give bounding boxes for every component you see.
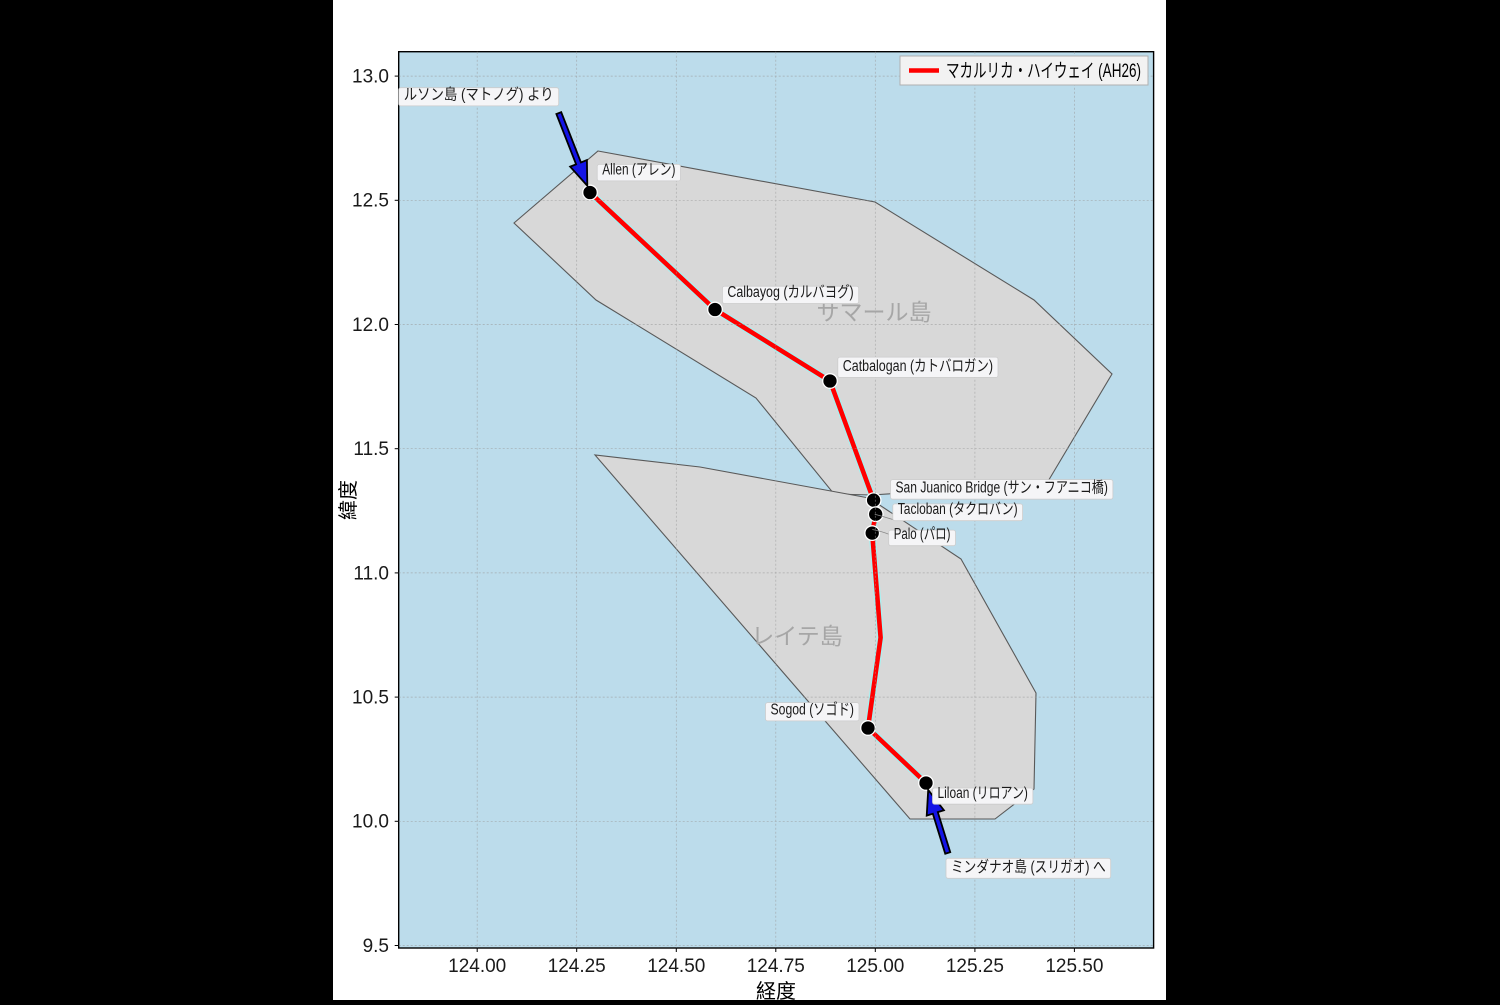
svg-text:経度: 経度: [756, 980, 796, 1000]
svg-text:11.0: 11.0: [353, 563, 389, 584]
svg-text:マカルリカ・ハイウェイ (AH26): マカルリカ・ハイウェイ (AH26): [946, 61, 1141, 82]
svg-text:125.50: 125.50: [1045, 956, 1103, 977]
svg-text:9.5: 9.5: [363, 936, 389, 957]
svg-text:13.0: 13.0: [352, 67, 389, 88]
svg-text:11.5: 11.5: [353, 439, 389, 460]
svg-text:Sogod (ソゴド): Sogod (ソゴド): [771, 699, 855, 718]
svg-text:Palo (パロ): Palo (パロ): [894, 526, 951, 543]
svg-text:124.50: 124.50: [647, 956, 705, 977]
svg-text:Tacloban (タクロバン): Tacloban (タクロバン): [898, 500, 1018, 518]
svg-text:10.0: 10.0: [352, 812, 389, 833]
svg-text:12.5: 12.5: [352, 191, 389, 212]
svg-text:124.00: 124.00: [448, 956, 506, 977]
svg-text:レイテ島: レイテ島: [751, 623, 843, 649]
svg-text:ルソン島 (マトノグ) より: ルソン島 (マトノグ) より: [404, 85, 554, 103]
svg-text:125.25: 125.25: [946, 956, 1004, 977]
svg-text:Calbayog (カルバヨグ): Calbayog (カルバヨグ): [727, 283, 853, 301]
svg-text:Catbalogan (カトバロガン): Catbalogan (カトバロガン): [843, 357, 993, 375]
svg-text:Liloan (リロアン): Liloan (リロアン): [938, 785, 1028, 802]
svg-text:124.25: 124.25: [548, 956, 606, 977]
svg-text:12.0: 12.0: [352, 315, 389, 336]
svg-text:ミンダナオ島 (スリガオ) へ: ミンダナオ島 (スリガオ) へ: [951, 858, 1106, 876]
svg-text:San Juanico Bridge (サン・フアニコ橋): San Juanico Bridge (サン・フアニコ橋): [896, 479, 1108, 497]
svg-text:緯度: 緯度: [337, 480, 360, 520]
svg-text:125.00: 125.00: [846, 956, 904, 977]
svg-text:124.75: 124.75: [747, 956, 805, 977]
svg-text:Allen (アレン): Allen (アレン): [602, 161, 675, 178]
svg-text:10.5: 10.5: [352, 688, 389, 709]
